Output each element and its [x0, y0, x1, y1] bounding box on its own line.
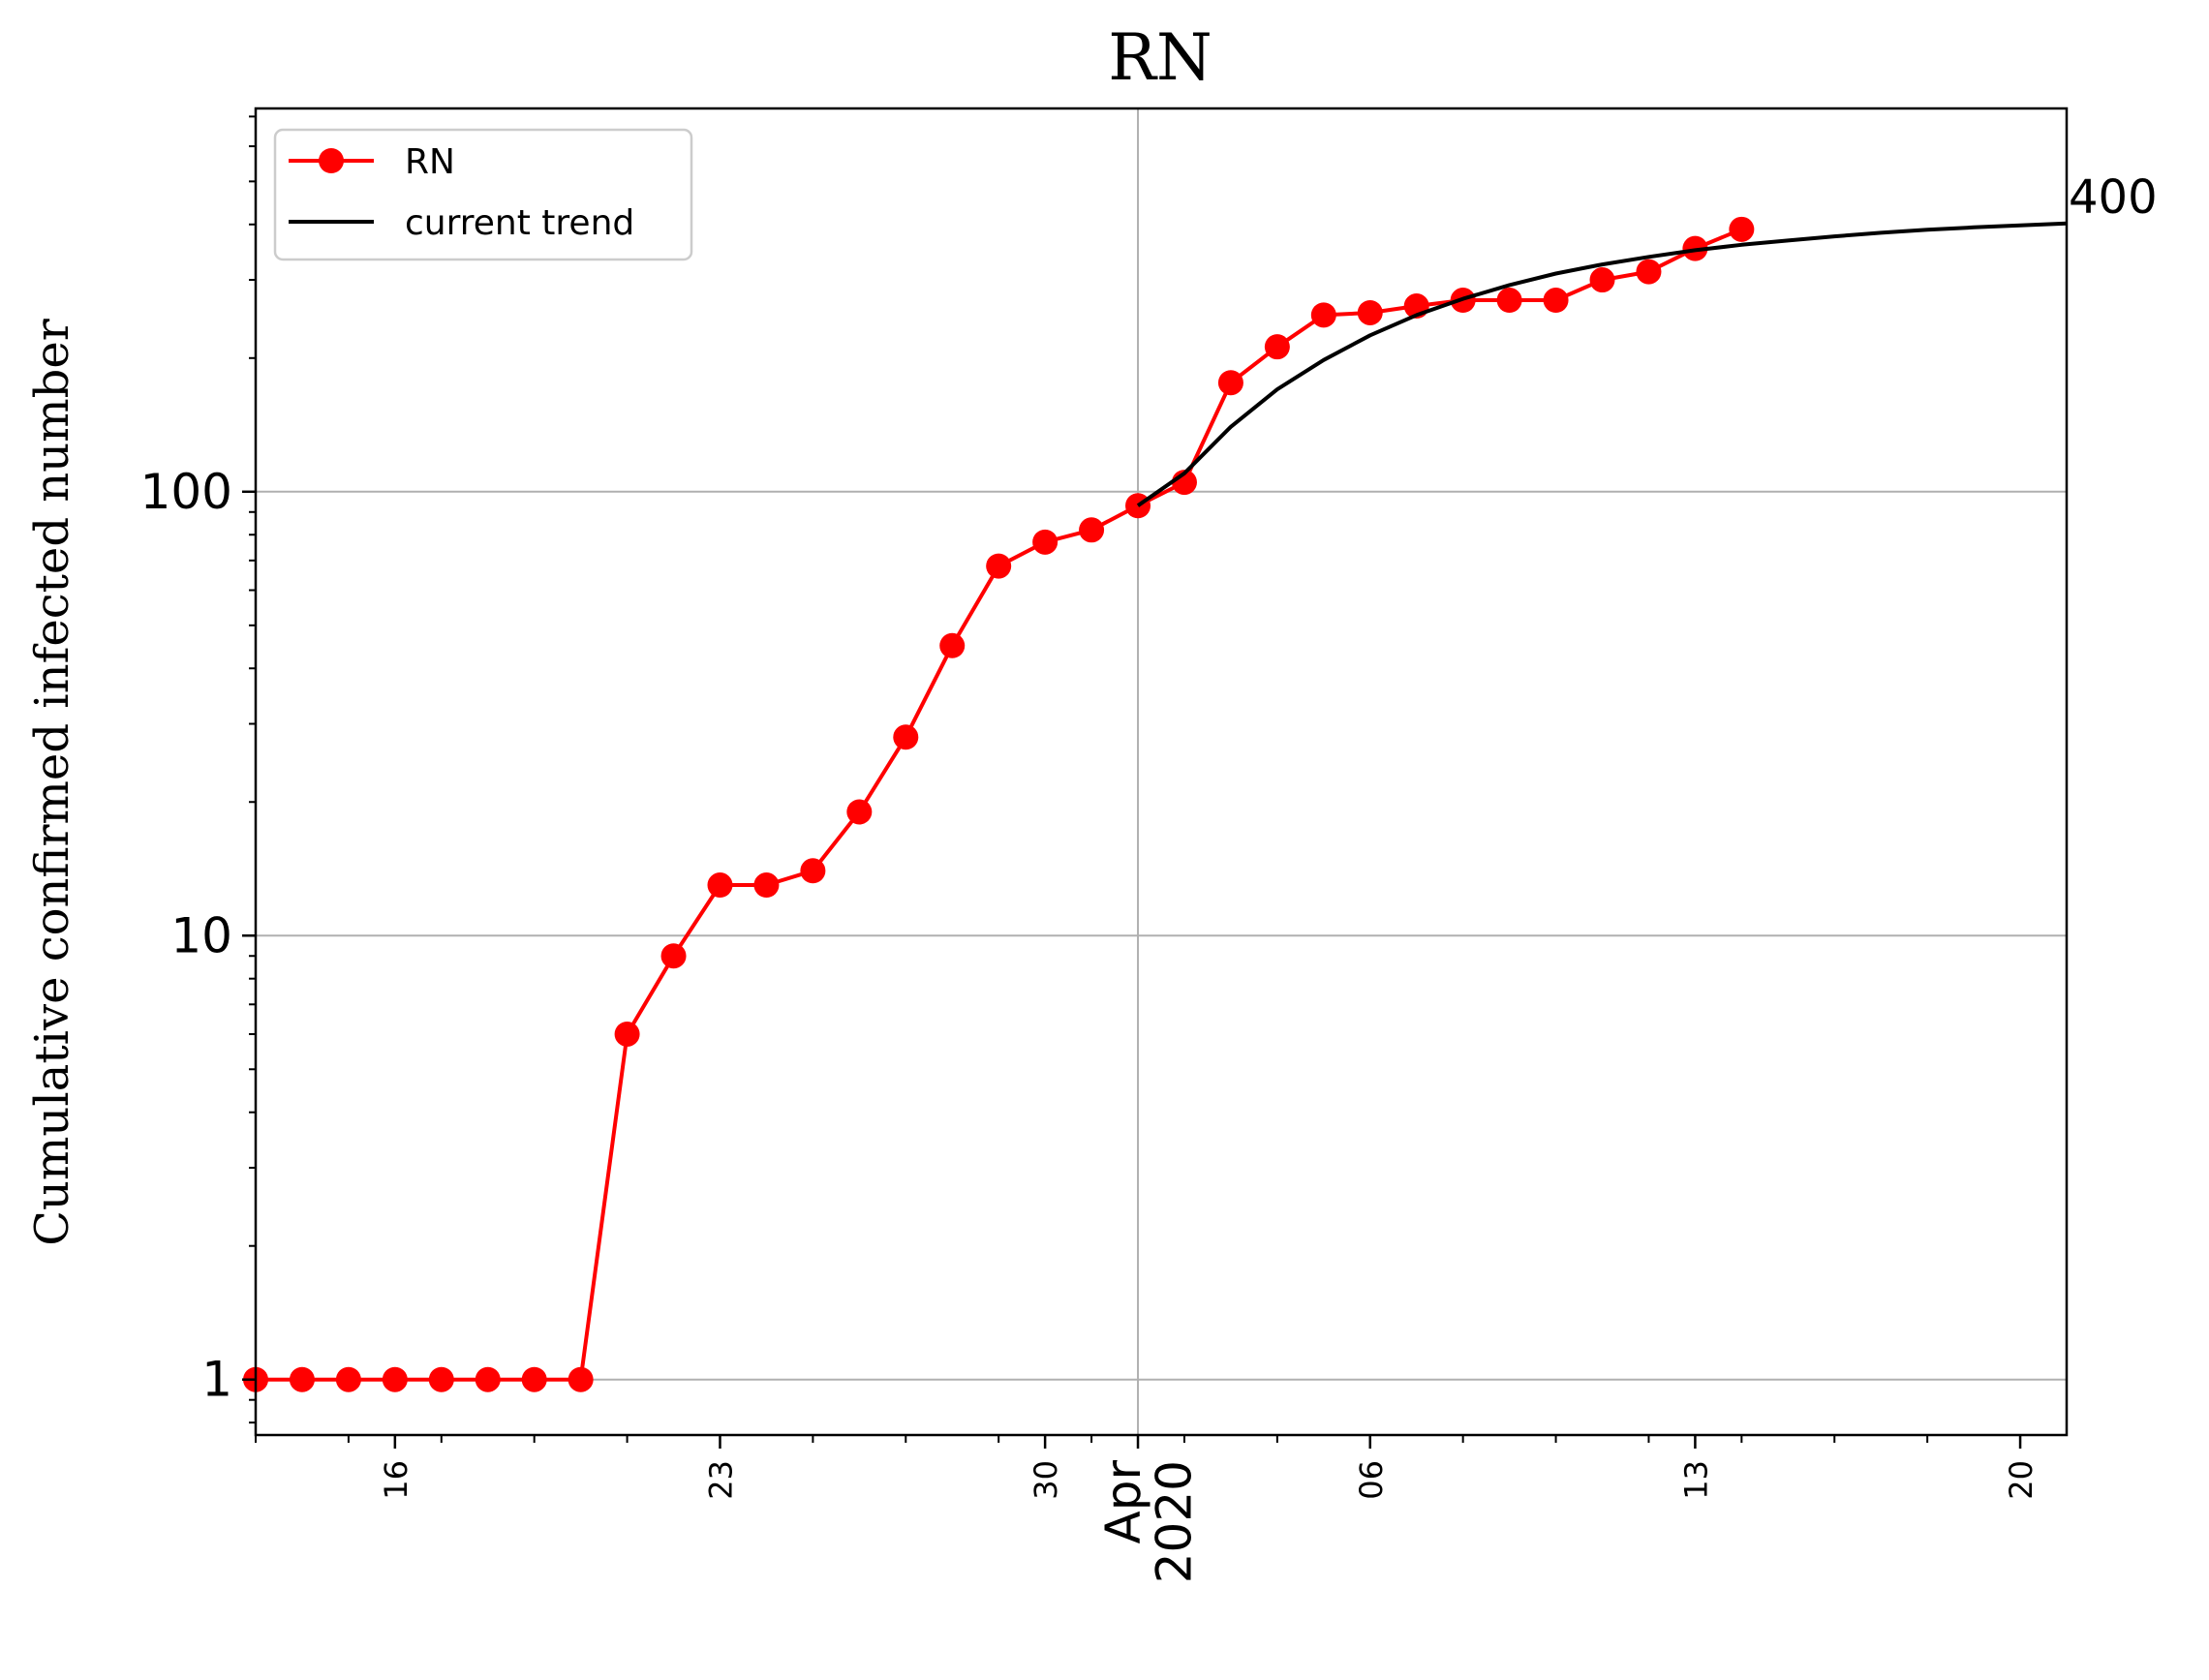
data-point: [335, 1366, 361, 1392]
data-point: [893, 724, 919, 750]
data-point: [753, 872, 780, 899]
data-point: [1310, 302, 1336, 328]
y-tick-label: 10: [170, 907, 232, 963]
data-point: [289, 1366, 315, 1392]
x-tick-label: 23: [702, 1460, 739, 1500]
data-point: [1125, 493, 1151, 519]
data-point: [800, 858, 826, 884]
y-axis-label: Cumulative confirmed infected number: [25, 319, 79, 1246]
x-tick-label: 30: [1028, 1460, 1064, 1500]
data-point: [660, 943, 687, 969]
x-tick-label: 20: [2003, 1460, 2040, 1500]
y-tick-label: 100: [140, 464, 232, 520]
data-point: [382, 1366, 408, 1392]
data-point: [1636, 259, 1662, 285]
data-point: [1496, 288, 1522, 314]
legend-marker-rn: [319, 148, 344, 173]
data-point: [707, 872, 733, 899]
data-point: [521, 1366, 547, 1392]
x-tick-label: 06: [1353, 1460, 1390, 1500]
x-tick-label: 13: [1677, 1460, 1714, 1500]
series-layer: [243, 216, 2068, 1392]
data-point: [1217, 370, 1243, 396]
data-point: [1589, 267, 1615, 293]
data-point: [1079, 517, 1105, 543]
data-point: [1543, 288, 1569, 314]
end-value-annotation: 400: [2069, 170, 2158, 225]
legend-label-rn: RN: [405, 142, 455, 182]
grid-lines: [256, 108, 2067, 1435]
series-trend-line: [1136, 221, 2068, 507]
chart-title: RN: [1108, 20, 1212, 95]
x-tick-label: Apr2020: [1095, 1460, 1203, 1584]
legend-label-trend: current trend: [405, 203, 634, 243]
data-point: [568, 1366, 594, 1392]
data-point: [939, 632, 966, 658]
y-axis-ticks: 1 10 100: [140, 115, 256, 1424]
data-point: [986, 553, 1012, 579]
x-axis-ticks: 16 23 30 Apr2020 06 13 20: [255, 1435, 2040, 1584]
data-point: [1032, 529, 1058, 555]
data-point: [475, 1366, 501, 1392]
x-tick-label: 16: [378, 1460, 414, 1500]
data-point: [1729, 216, 1755, 242]
data-point: [1264, 334, 1290, 360]
data-point: [846, 799, 873, 825]
data-point: [428, 1366, 454, 1392]
plot-frame: [254, 107, 2069, 1437]
data-point: [1357, 299, 1383, 325]
legend-box: [273, 128, 693, 261]
series-rn-line: [256, 227, 1743, 1382]
data-point: [614, 1021, 640, 1047]
y-tick-label: 1: [201, 1352, 232, 1408]
legend: RN current trend: [273, 128, 693, 261]
